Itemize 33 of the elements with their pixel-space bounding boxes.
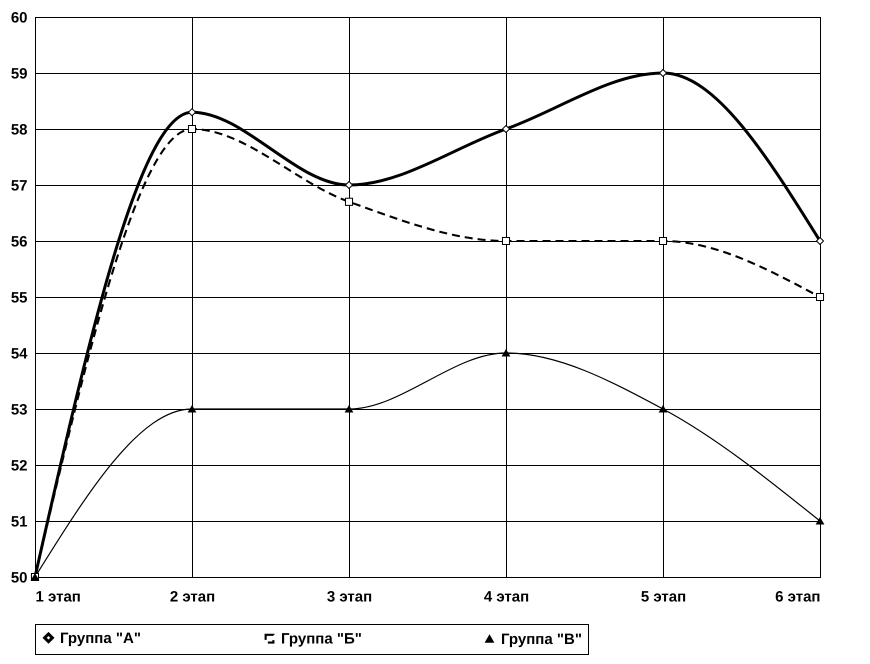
y-tick-label: 53: [10, 402, 28, 418]
x-tick-label: 2 этап: [170, 588, 216, 606]
x-tick-label: 1 этап: [36, 588, 81, 606]
y-tick-label: 51: [10, 514, 28, 530]
y-tick-label: 59: [10, 66, 28, 82]
y-tick-label: 58: [10, 122, 28, 138]
point: [344, 198, 354, 206]
y-tick-label: 54: [10, 346, 28, 362]
y-tick-label: 57: [10, 178, 28, 194]
point: [816, 292, 824, 302]
point: [658, 68, 668, 78]
point: [502, 236, 510, 246]
point: [188, 405, 196, 413]
y-tick-label: 50: [10, 570, 28, 586]
legend-label: Группа "А": [60, 630, 141, 647]
y-tick-label: 55: [10, 290, 28, 306]
point: [816, 517, 824, 525]
point: [344, 405, 354, 413]
y-tick-label: 60: [10, 10, 28, 26]
point: [502, 124, 510, 134]
point: [658, 236, 668, 246]
y-tick-label: 52: [10, 458, 28, 474]
x-tick-label: 6 этап: [775, 588, 820, 606]
x-tick-label: 5 этап: [640, 588, 686, 606]
x-tick-label: 4 этап: [484, 588, 530, 606]
point: [188, 124, 196, 134]
point: [502, 349, 510, 357]
y-tick-label: 56: [10, 234, 28, 250]
point: [816, 236, 824, 246]
point: [658, 405, 668, 413]
legend-label: Группа "В": [501, 630, 582, 648]
legend-label: Группа "Б": [281, 630, 362, 648]
x-tick-label: 3 этап: [326, 588, 372, 606]
